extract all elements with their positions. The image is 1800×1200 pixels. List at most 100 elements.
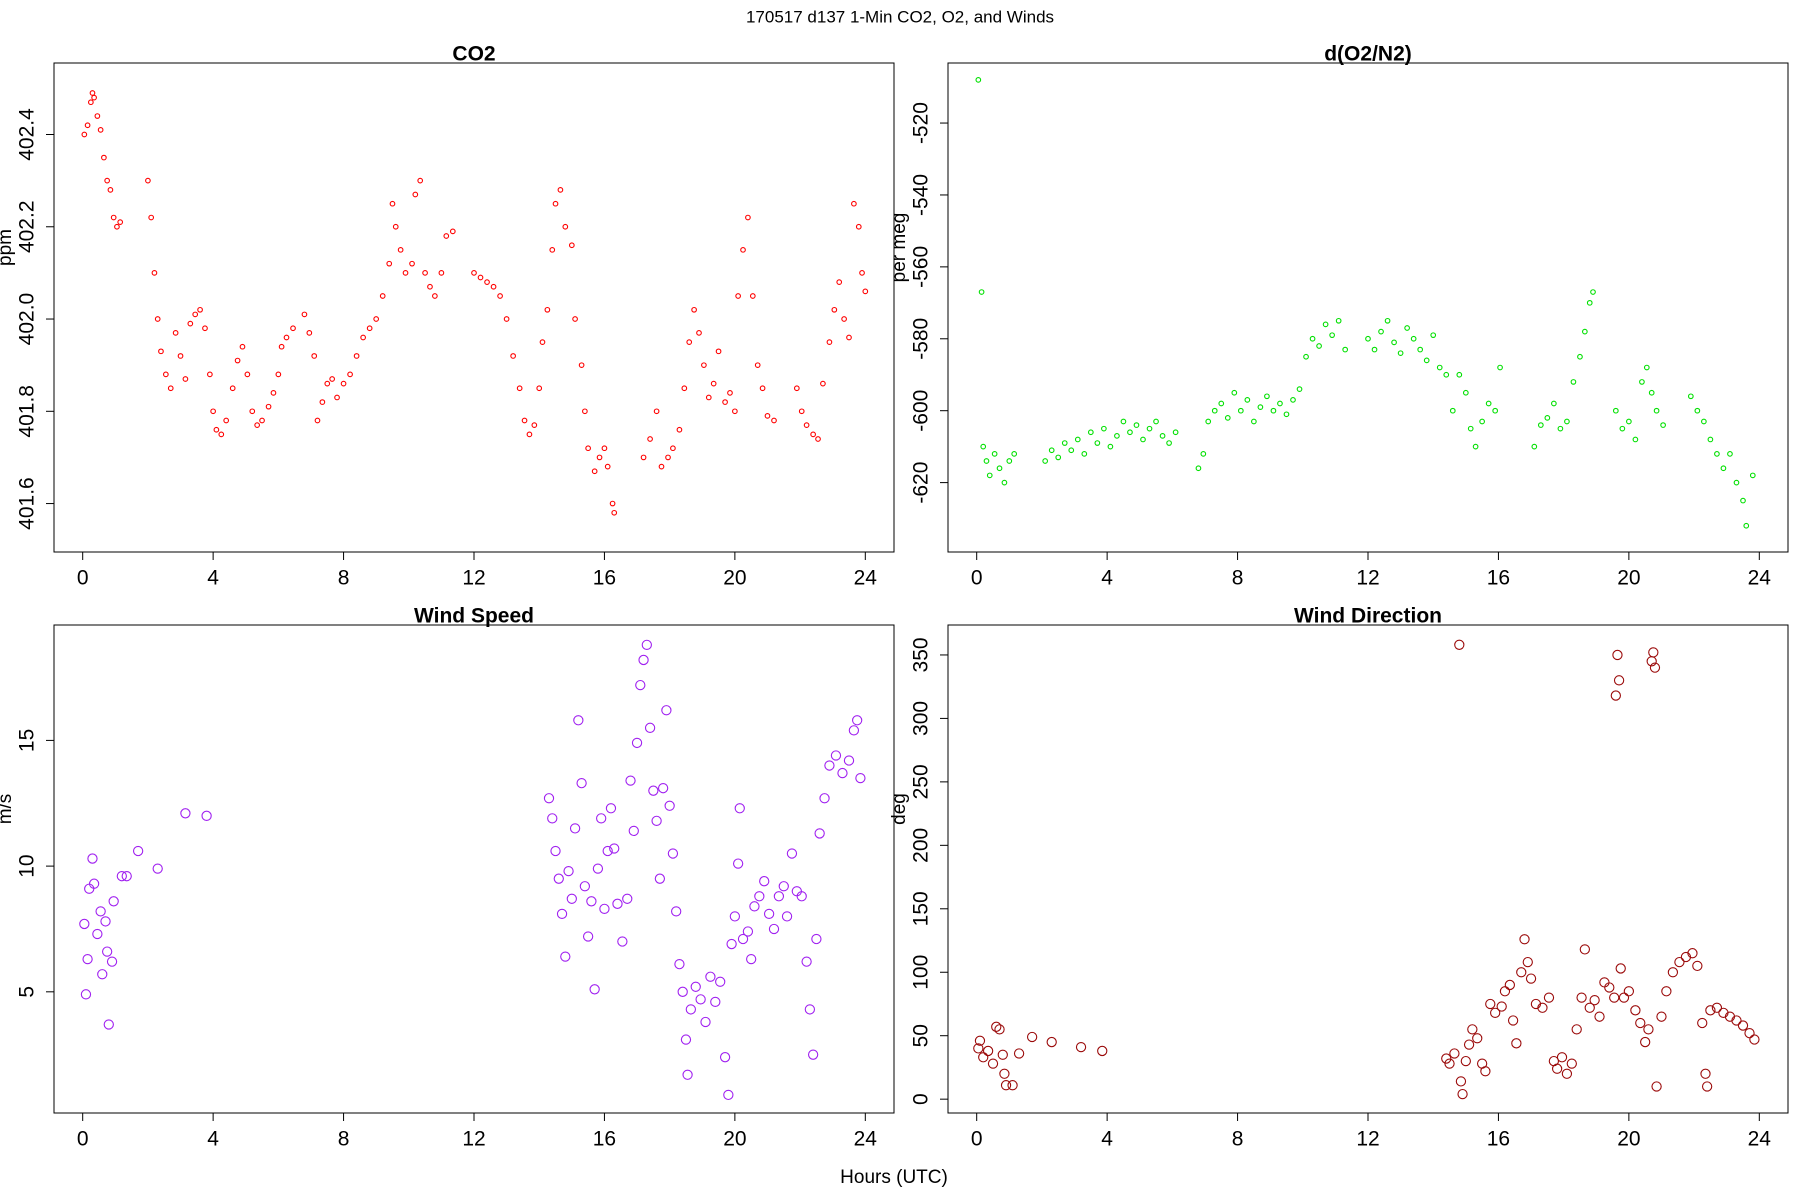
y-tick-label: -600 bbox=[910, 390, 933, 432]
data-point bbox=[585, 445, 591, 452]
data-point bbox=[550, 845, 561, 857]
data-point bbox=[819, 793, 830, 804]
data-point bbox=[732, 408, 738, 415]
data-point bbox=[657, 783, 669, 794]
data-point bbox=[671, 906, 682, 917]
data-point bbox=[477, 274, 484, 281]
data-point bbox=[1153, 418, 1159, 425]
data-point bbox=[749, 293, 756, 299]
data-point bbox=[172, 330, 179, 336]
data-point bbox=[628, 825, 639, 837]
data-point bbox=[1586, 299, 1593, 306]
data-point bbox=[696, 330, 702, 336]
data-point bbox=[389, 200, 396, 207]
y-axis-label: m/s bbox=[0, 794, 16, 825]
data-point bbox=[353, 353, 360, 359]
data-point bbox=[81, 131, 88, 138]
data-point bbox=[1107, 443, 1114, 450]
data-point bbox=[807, 1049, 819, 1060]
data-point bbox=[651, 815, 662, 827]
data-point bbox=[484, 279, 490, 285]
data-point bbox=[1397, 350, 1404, 357]
data-point bbox=[1613, 675, 1625, 686]
data-point bbox=[1378, 328, 1384, 335]
data-point bbox=[187, 320, 194, 327]
x-tick-label: 12 bbox=[462, 1128, 485, 1151]
data-point bbox=[722, 399, 728, 405]
data-point bbox=[631, 737, 643, 749]
data-point bbox=[820, 380, 826, 387]
data-point bbox=[1061, 440, 1068, 446]
x-tick-label: 16 bbox=[593, 567, 616, 590]
data-point bbox=[735, 293, 741, 299]
data-point bbox=[1557, 425, 1564, 432]
data-point bbox=[1410, 335, 1417, 342]
data-point bbox=[1516, 967, 1527, 978]
data-point bbox=[987, 1058, 999, 1069]
data-point bbox=[826, 339, 833, 345]
data-point bbox=[249, 408, 256, 415]
data-point bbox=[1623, 986, 1635, 997]
data-point bbox=[596, 454, 603, 461]
data-point bbox=[373, 316, 380, 322]
data-point bbox=[1195, 465, 1202, 472]
data-point bbox=[201, 810, 212, 821]
data-point bbox=[830, 750, 842, 761]
data-point bbox=[1322, 321, 1329, 328]
data-point bbox=[88, 878, 100, 889]
data-point bbox=[566, 893, 577, 904]
data-point bbox=[1480, 1066, 1491, 1077]
data-point bbox=[1667, 967, 1679, 978]
data-point bbox=[1714, 450, 1720, 457]
data-point bbox=[432, 293, 438, 299]
data-point bbox=[1026, 1031, 1038, 1043]
data-point bbox=[814, 828, 825, 839]
data-point bbox=[218, 431, 225, 438]
y-axis-label: ppm bbox=[0, 229, 16, 266]
data-point bbox=[259, 417, 265, 424]
data-point bbox=[1342, 346, 1349, 353]
data-point bbox=[239, 343, 246, 350]
data-point bbox=[1720, 465, 1727, 472]
data-point bbox=[605, 803, 617, 814]
data-point bbox=[1455, 1076, 1467, 1087]
data-point bbox=[1496, 1001, 1507, 1012]
data-point bbox=[1074, 436, 1081, 443]
data-point bbox=[658, 463, 665, 470]
data-point bbox=[1329, 332, 1335, 339]
data-point bbox=[991, 1021, 1002, 1032]
data-point bbox=[727, 389, 733, 396]
x-tick-label: 20 bbox=[723, 567, 746, 590]
data-point bbox=[1371, 346, 1378, 353]
x-tick-label: 24 bbox=[1748, 567, 1772, 590]
data-point bbox=[715, 976, 726, 987]
data-point bbox=[516, 385, 523, 392]
data-point bbox=[1283, 411, 1290, 418]
data-point bbox=[661, 705, 672, 716]
x-tick-label: 0 bbox=[971, 1128, 983, 1151]
data-point bbox=[162, 371, 169, 378]
data-point bbox=[82, 953, 93, 965]
data-point bbox=[1485, 400, 1492, 407]
data-point bbox=[180, 808, 191, 819]
data-point bbox=[1564, 418, 1570, 425]
data-point bbox=[1444, 1058, 1455, 1069]
data-point bbox=[427, 283, 433, 290]
data-point bbox=[665, 454, 671, 461]
data-point bbox=[1075, 1041, 1087, 1053]
data-point bbox=[695, 994, 706, 1005]
data-point bbox=[831, 306, 838, 313]
data-point bbox=[417, 177, 424, 184]
x-tick-label: 12 bbox=[1356, 567, 1379, 590]
data-point bbox=[586, 896, 597, 907]
data-point bbox=[275, 371, 282, 378]
data-point bbox=[676, 426, 683, 433]
data-point bbox=[836, 279, 843, 285]
y-tick-label: -560 bbox=[910, 246, 933, 288]
data-point bbox=[1504, 979, 1515, 991]
data-point bbox=[1479, 418, 1485, 425]
data-point bbox=[686, 339, 693, 345]
data-point bbox=[664, 800, 675, 811]
data-point bbox=[503, 316, 510, 322]
data-point bbox=[855, 223, 862, 230]
